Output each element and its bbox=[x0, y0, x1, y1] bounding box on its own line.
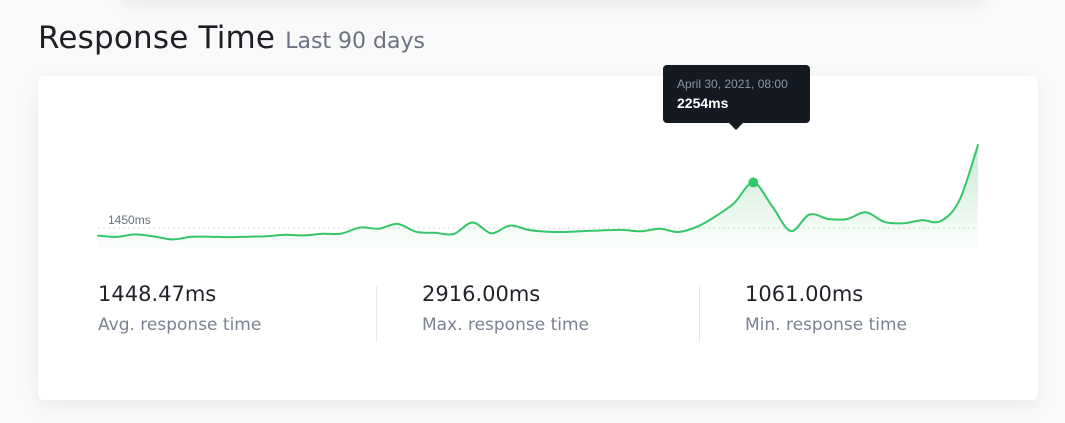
stat-avg-value: 1448.47ms bbox=[98, 282, 217, 306]
highlighted-data-point[interactable] bbox=[748, 177, 759, 188]
stats-row: 1448.47ms Avg. response time 2916.00ms M… bbox=[38, 284, 1038, 344]
reference-line-label: 1450ms bbox=[108, 213, 151, 227]
stat-avg-label: Avg. response time bbox=[98, 315, 262, 335]
stat-max-label: Max. response time bbox=[422, 315, 589, 335]
stat-min-label: Min. response time bbox=[745, 315, 907, 335]
chart-tooltip: April 30, 2021, 08:00 2254ms bbox=[663, 65, 810, 130]
stats-divider bbox=[376, 286, 377, 342]
period-label: Last 90 days bbox=[285, 29, 425, 54]
stat-avg: 1448.47ms Avg. response time bbox=[98, 282, 262, 336]
stat-max-value: 2916.00ms bbox=[422, 282, 541, 306]
response-time-chart[interactable]: 1450ms bbox=[38, 76, 1038, 266]
chart-area bbox=[98, 145, 978, 248]
stat-max: 2916.00ms Max. response time bbox=[422, 282, 589, 336]
stats-divider bbox=[699, 286, 700, 342]
tooltip-value: 2254ms bbox=[677, 95, 729, 111]
response-time-card: 1450ms April 30, 2021, 08:00 2254ms 1448… bbox=[38, 65, 1038, 400]
stat-min-value: 1061.00ms bbox=[745, 282, 864, 306]
tooltip-date: April 30, 2021, 08:00 bbox=[677, 77, 788, 91]
chart-series-line bbox=[97, 144, 979, 241]
section-header: Response Time Last 90 days bbox=[38, 20, 425, 56]
page-title: Response Time bbox=[38, 20, 276, 56]
stat-min: 1061.00ms Min. response time bbox=[745, 282, 907, 336]
